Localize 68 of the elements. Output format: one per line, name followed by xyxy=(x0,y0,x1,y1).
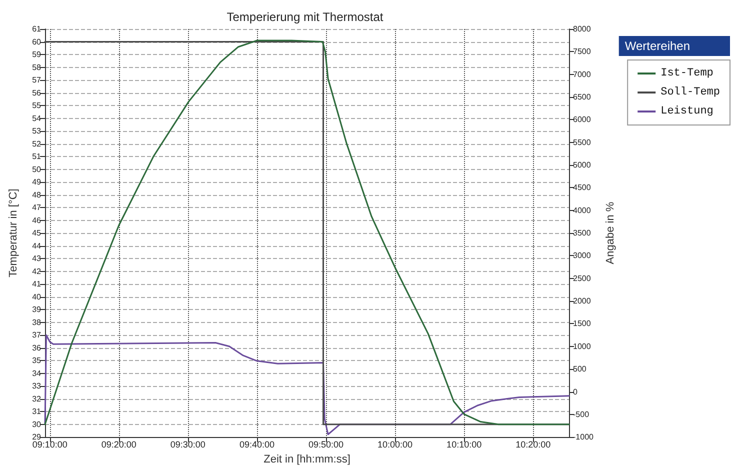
y2-tick-label: 2000 xyxy=(573,296,592,306)
y-tick-label: 32 xyxy=(32,394,42,404)
y2-tick-label: 5500 xyxy=(573,138,592,147)
y2-tick-label: 6000 xyxy=(573,115,592,124)
x-tick-label: 09:40:00 xyxy=(239,440,274,450)
y-tick-label: 44 xyxy=(32,241,42,250)
x-axis-title: Zeit in [hh:mm:ss] xyxy=(264,454,350,466)
x-tick-label: 09:20:00 xyxy=(101,440,136,450)
legend-label: Leistung xyxy=(660,106,714,118)
chart-title: Temperierung mit Thermostat xyxy=(226,10,384,24)
x-tick-label: 09:30:00 xyxy=(170,440,206,450)
y-tick-label: 61 xyxy=(32,24,42,34)
y-tick-label: 51 xyxy=(32,152,42,162)
y-tick-label: 60 xyxy=(32,37,42,46)
y2-tick-label: -500 xyxy=(573,410,590,419)
y-tick-label: 54 xyxy=(32,114,42,123)
y-tick-label: 49 xyxy=(32,178,42,187)
y-tick-label: 43 xyxy=(32,254,42,264)
y-tick-label: 39 xyxy=(32,305,42,314)
y-tick-label: 35 xyxy=(32,356,42,366)
y2-tick-label: 4000 xyxy=(573,206,592,215)
y-tick-label: 48 xyxy=(32,190,42,200)
y-tick-label: 40 xyxy=(32,292,42,302)
y-tick-label: 57 xyxy=(32,76,42,85)
x-tick-label: 09:10:00 xyxy=(32,440,68,450)
y-tick-label: 52 xyxy=(32,139,42,148)
y-tick-label: 29 xyxy=(32,432,42,442)
y-tick-label: 33 xyxy=(32,382,42,391)
y2-tick-label: 7500 xyxy=(573,47,592,56)
y-tick-label: 47 xyxy=(32,203,42,212)
y2-tick-label: 0 xyxy=(573,387,578,396)
y-tick-label: 45 xyxy=(32,228,42,238)
y2-tick-label: 1000 xyxy=(573,342,592,351)
y-tick-label: 53 xyxy=(32,126,42,136)
legend-title: Wertereihen xyxy=(624,39,690,53)
y-axis-title: Temperatur in [°C] xyxy=(8,188,20,278)
y2-tick-label: 2500 xyxy=(573,274,592,283)
y2-tick-label: 8000 xyxy=(573,24,592,34)
y2-axis-title: Angabe in % xyxy=(604,202,616,264)
y2-tick-label: 3000 xyxy=(573,251,592,260)
y-tick-label: 41 xyxy=(32,280,42,289)
y2-tick-label: 6500 xyxy=(573,92,592,102)
y2-tick-label: 7000 xyxy=(573,70,592,79)
y2-tick-label: 5000 xyxy=(573,160,592,170)
y-tick-label: 42 xyxy=(32,266,42,276)
legend-label: Ist-Temp xyxy=(660,68,714,80)
y-tick-label: 59 xyxy=(32,50,42,60)
y-tick-label: 55 xyxy=(32,101,42,110)
y-tick-label: 46 xyxy=(32,216,42,225)
y2-tick-label: -1000 xyxy=(573,432,594,442)
y-tick-label: 50 xyxy=(32,164,42,174)
y2-tick-label: 1500 xyxy=(573,319,592,328)
y-tick-label: 31 xyxy=(32,407,42,416)
y2-tick-label: 500 xyxy=(573,364,587,374)
y-tick-label: 34 xyxy=(32,368,42,378)
x-tick-label: 09:50:00 xyxy=(308,440,344,450)
y-tick-label: 38 xyxy=(32,318,42,327)
x-tick-label: 10:00:00 xyxy=(378,440,413,450)
y-tick-label: 58 xyxy=(32,62,42,72)
y2-tick-label: 4500 xyxy=(573,183,592,192)
y2-tick-label: 3500 xyxy=(573,228,592,238)
y-tick-label: 30 xyxy=(32,420,42,429)
y-tick-label: 37 xyxy=(32,330,42,340)
x-tick-label: 10:10:00 xyxy=(446,440,482,450)
y-tick-label: 36 xyxy=(32,343,42,352)
legend-label: Soll-Temp xyxy=(660,86,720,98)
y-tick-label: 56 xyxy=(32,88,42,98)
x-tick-label: 10:20:00 xyxy=(516,440,551,450)
